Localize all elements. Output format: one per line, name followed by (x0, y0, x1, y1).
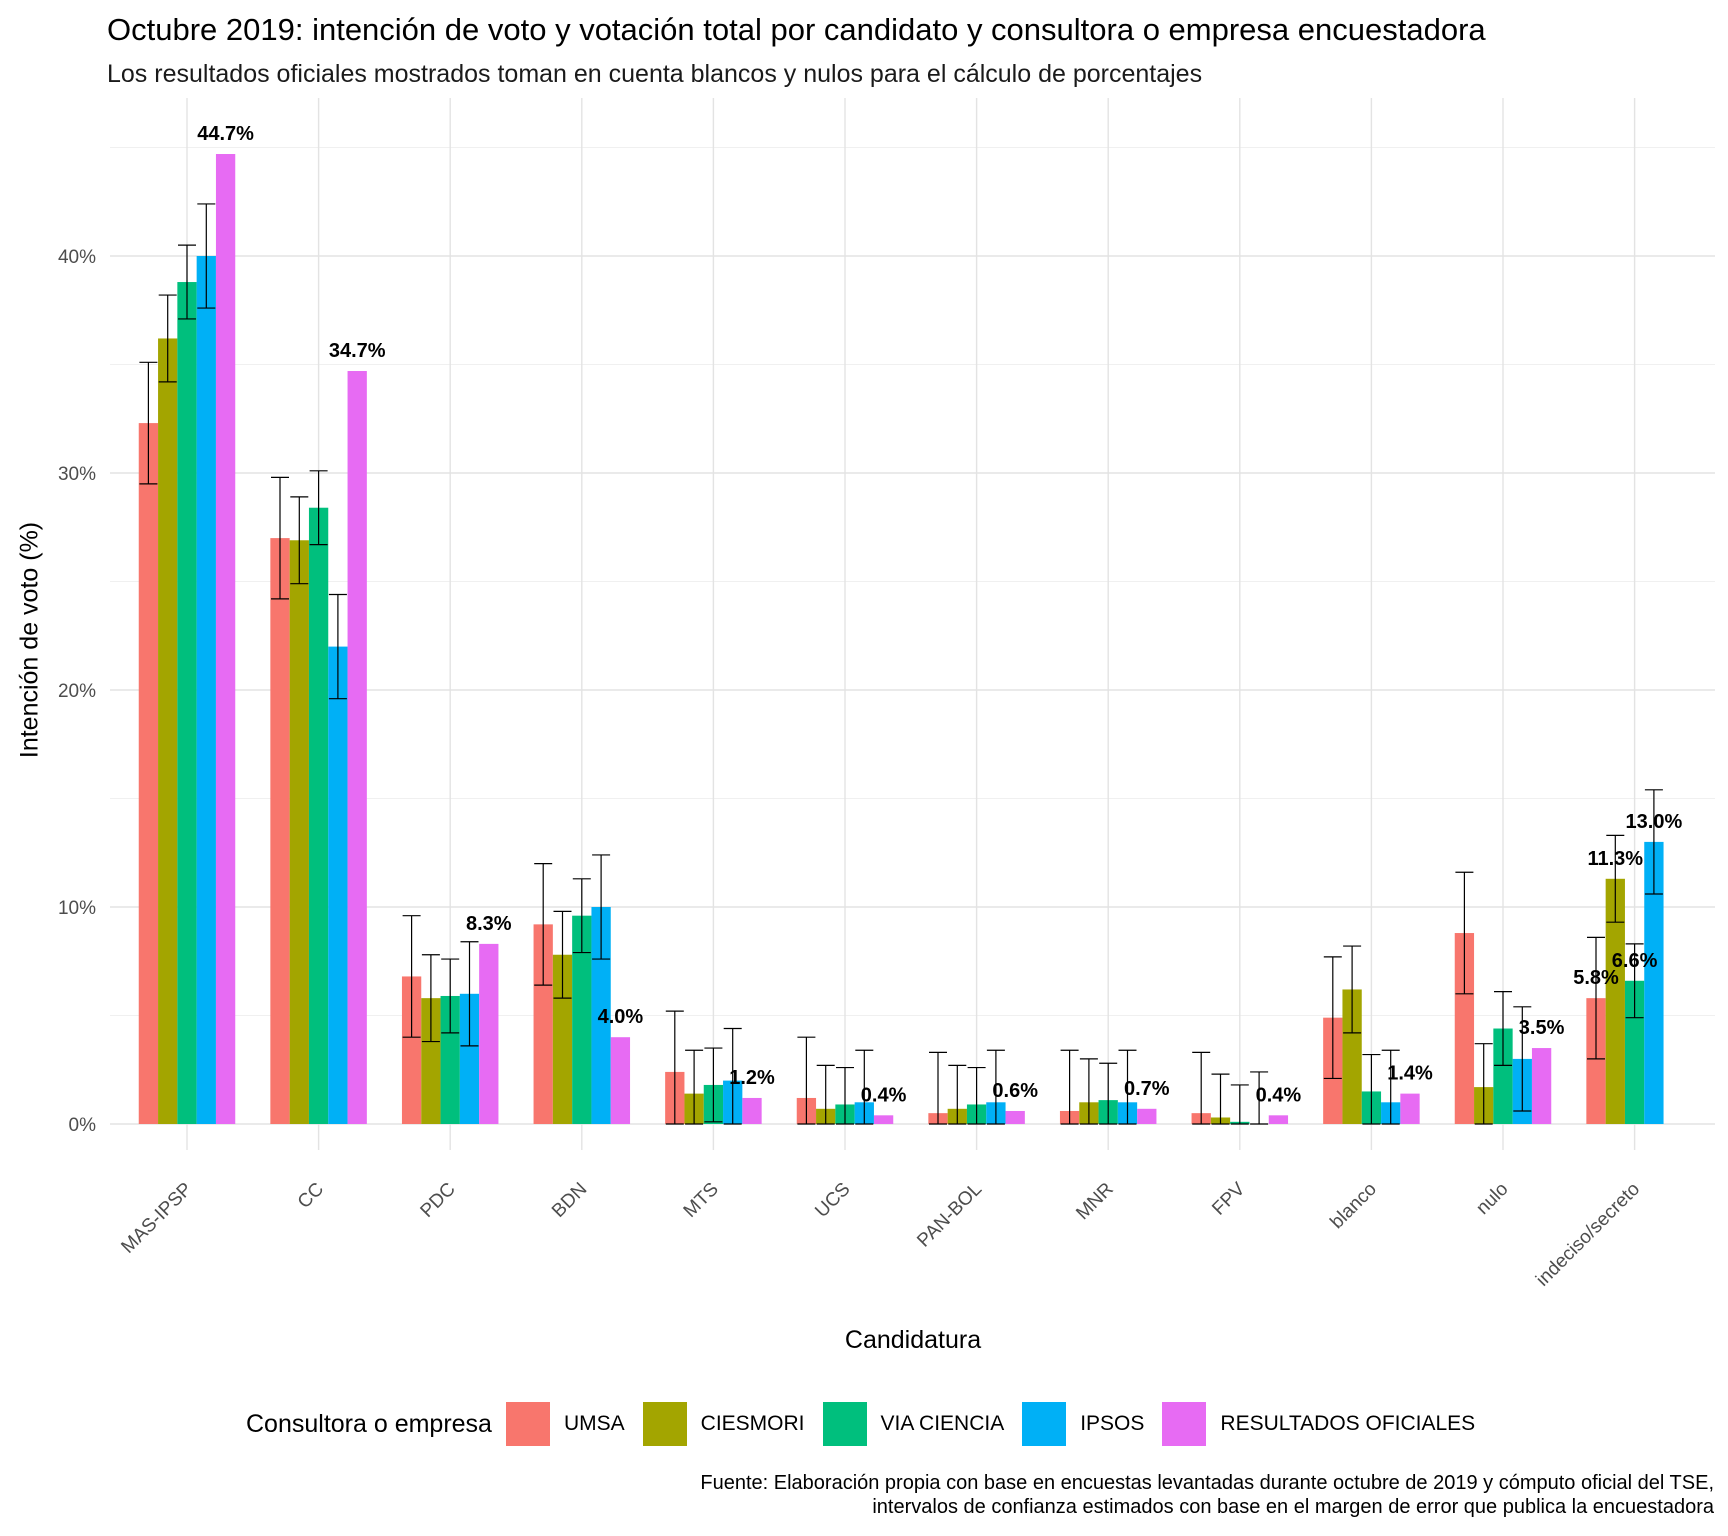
x-tick-label: CC (294, 1179, 328, 1213)
legend-swatch-via-ciencia (822, 1402, 867, 1446)
x-axis-label: Candidatura (844, 1326, 982, 1354)
bar-resultados-oficiales (1268, 1115, 1289, 1124)
bar-umsa (401, 976, 422, 1124)
y-tick-label: 30% (58, 464, 96, 485)
legend-item-ipsos: IPSOS (1022, 1402, 1144, 1446)
x-tick-label: blanco (1326, 1179, 1380, 1233)
chart-subtitle: Los resultados oficiales mostrados toman… (107, 60, 1203, 88)
x-tick-label: MAS-IPSP (117, 1179, 196, 1258)
caption-line-1: Fuente: Elaboración propia con base en e… (700, 1472, 1714, 1494)
x-tick-label: nulo (1472, 1179, 1512, 1219)
legend-label-ciesmori: CIESMORI (700, 1412, 805, 1435)
bar-ipsos (1644, 841, 1664, 1124)
bar-via-ciencia (572, 915, 592, 1124)
legend-label-via-ciencia: VIA CIENCIA (880, 1412, 1005, 1435)
bar-ciesmori (158, 338, 178, 1125)
bar-value-label: 8.3% (466, 913, 512, 935)
legend-swatch-resultados-oficiales (1162, 1402, 1207, 1446)
bar-value-label: 0.6% (992, 1080, 1038, 1102)
bar-value-label: 1.2% (729, 1067, 775, 1089)
bar-resultados-oficiales (873, 1115, 894, 1124)
bar-value-label: 3.5% (1519, 1017, 1565, 1039)
bar-via-ciencia (177, 282, 197, 1124)
bar-via-ciencia (440, 995, 460, 1124)
caption-line-2: intervalos de confianza estimados con ba… (872, 1496, 1714, 1518)
bar-ciesmori (421, 998, 441, 1124)
y-tick-label: 0% (69, 1115, 97, 1136)
bar-value-label: 34.7% (329, 340, 386, 362)
bar-umsa (138, 423, 159, 1125)
error-bars-layer (139, 203, 1663, 1125)
x-tick-label: indeciso/secreto (1532, 1179, 1644, 1291)
y-axis-label: Intención de voto (%) (15, 521, 44, 759)
bar-value-label: 0.4% (861, 1084, 907, 1106)
y-tick-label: 40% (58, 247, 96, 268)
legend-swatch-ciesmori (642, 1402, 687, 1446)
legend-swatch-ipsos (1022, 1402, 1067, 1446)
legend-swatch-umsa (505, 1402, 550, 1446)
bar-ciesmori (1605, 878, 1625, 1124)
x-tick-label: FPV (1208, 1178, 1249, 1219)
legend-label-resultados-oficiales: RESULTADOS OFICIALES (1220, 1412, 1476, 1435)
legend-item-umsa: UMSA (505, 1402, 625, 1446)
bar-umsa (1586, 998, 1606, 1124)
bar-ipsos (196, 256, 216, 1124)
bar-value-label: 44.7% (197, 123, 254, 145)
legend-label-umsa: UMSA (563, 1412, 625, 1435)
bar-via-ciencia (308, 507, 329, 1125)
legend: Consultora o empresa UMSA CIESMORI VIA C… (246, 1400, 1493, 1448)
x-tick-label: MTS (680, 1179, 723, 1222)
legend-item-via-ciencia: VIA CIENCIA (822, 1402, 1005, 1446)
bar-value-label: 0.4% (1256, 1084, 1302, 1106)
bars-layer (138, 154, 1664, 1125)
bar-ciesmori (552, 954, 573, 1124)
legend-label-ipsos: IPSOS (1080, 1412, 1145, 1435)
chart-caption: Fuente: Elaboración propia con base en e… (700, 1471, 1714, 1519)
bar-ciesmori (1342, 989, 1362, 1124)
bar-resultados-oficiales (1137, 1108, 1157, 1124)
bar-via-ciencia (1493, 1028, 1513, 1124)
legend-item-ciesmori: CIESMORI (642, 1402, 805, 1446)
x-tick-label: MNR (1072, 1179, 1117, 1224)
bar-ciesmori (289, 540, 309, 1124)
bar-resultados-oficiales (347, 371, 367, 1124)
bar-ipsos (328, 646, 348, 1124)
bar-value-label: 4.0% (598, 1006, 644, 1028)
bar-resultados-oficiales (479, 943, 499, 1124)
chart-title: Octubre 2019: intención de voto y votaci… (107, 12, 1486, 47)
bar-resultados-oficiales (1531, 1048, 1552, 1124)
bar-resultados-oficiales (610, 1037, 631, 1124)
bar-umsa (270, 538, 290, 1124)
bar-ipsos (591, 907, 611, 1124)
y-tick-label: 10% (58, 898, 96, 919)
x-tick-label: UCS (811, 1179, 854, 1222)
bar-labels-layer: 5.8% 11.3% 6.6% 13.0% 44.7% 34.7% 8.3% 4.0% 1.2%… (197, 123, 1682, 1106)
bar-value-label: 5.8% (1573, 967, 1619, 989)
bar-resultados-oficiales (1400, 1093, 1420, 1124)
bar-via-ciencia (1624, 980, 1645, 1124)
bar-value-label: 11.3% (1587, 848, 1643, 870)
x-tick-label: PDC (417, 1179, 460, 1222)
bar-umsa (1454, 933, 1475, 1124)
x-tick-label: BDN (548, 1179, 591, 1222)
bar-value-label: 1.4% (1387, 1063, 1433, 1085)
bar-value-label: 13.0% (1626, 811, 1683, 833)
legend-title: Consultora o empresa (246, 1409, 492, 1438)
y-tick-label: 20% (58, 681, 96, 702)
bar-ipsos (459, 993, 480, 1124)
bar-resultados-oficiales (1005, 1110, 1025, 1124)
x-tick-label: PAN-BOL (913, 1179, 986, 1252)
legend-item-resultados-oficiales: RESULTADOS OFICIALES (1162, 1402, 1475, 1446)
bar-resultados-oficiales (742, 1097, 762, 1124)
bar-value-label: 6.6% (1612, 950, 1658, 972)
bar-resultados-oficiales (215, 154, 236, 1124)
bar-value-label: 0.7% (1124, 1078, 1170, 1100)
bar-umsa (533, 924, 553, 1124)
